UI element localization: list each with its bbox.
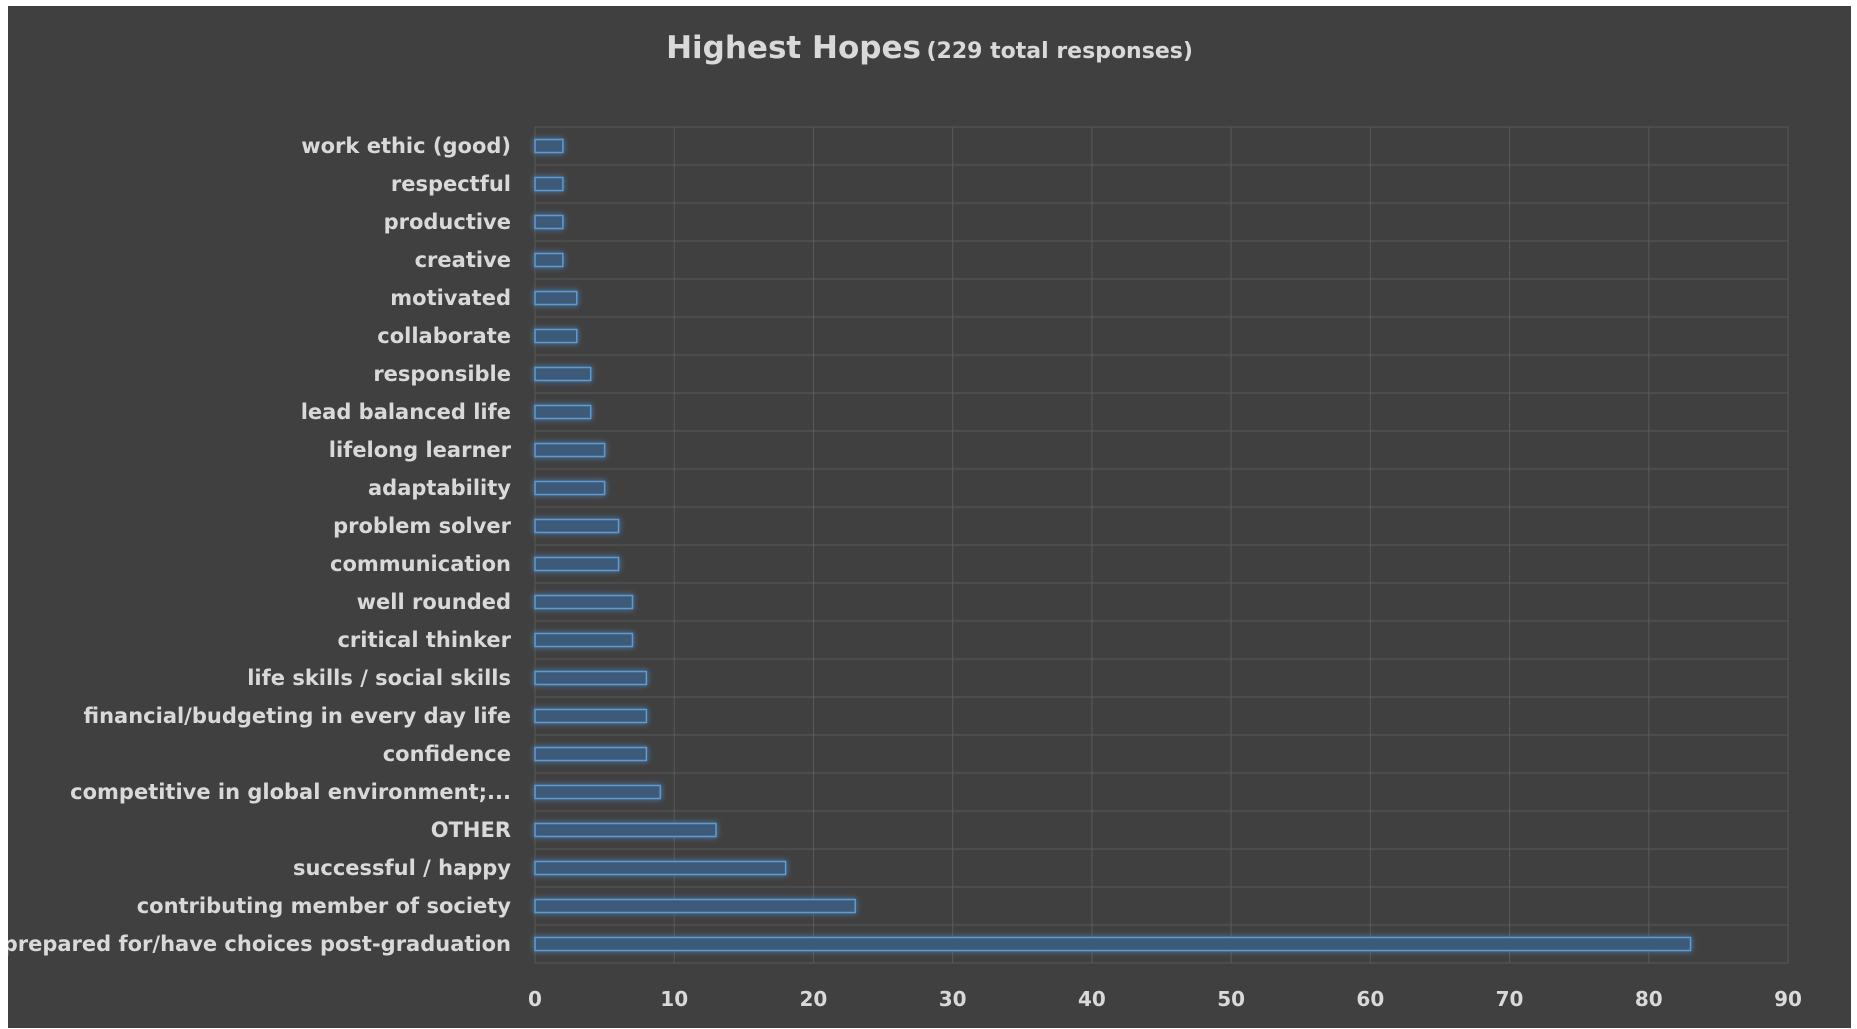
gridlines xyxy=(534,126,1789,964)
bar xyxy=(534,936,1692,952)
bar xyxy=(534,480,606,496)
category-label: communication xyxy=(330,552,511,576)
bar-chart-svg: work ethic (good) respectful productive cre… xyxy=(8,126,1802,1011)
x-tick-label: 70 xyxy=(1496,987,1524,1011)
bar xyxy=(534,556,620,572)
bar xyxy=(534,670,648,686)
bar xyxy=(534,898,856,914)
chart-title-main: Highest Hopes xyxy=(666,30,921,66)
bar xyxy=(534,328,578,344)
category-label: responsible xyxy=(373,362,511,386)
category-label: problem solver xyxy=(333,514,512,538)
bar xyxy=(534,214,564,230)
category-label: respectful xyxy=(391,172,511,196)
bar xyxy=(534,860,787,876)
chart-subtitle: (229 total responses) xyxy=(926,39,1193,64)
category-label: creative xyxy=(415,248,511,272)
bar xyxy=(534,290,578,306)
bar xyxy=(534,176,564,192)
category-label: collaborate xyxy=(377,324,511,348)
category-label: OTHER xyxy=(431,818,511,842)
category-label: critical thinker xyxy=(337,628,511,652)
category-label: lead balanced life xyxy=(301,400,511,424)
category-label: competitive in global environment;... xyxy=(70,780,511,804)
category-label: lifelong learner xyxy=(329,438,512,462)
bar xyxy=(534,252,564,268)
bar xyxy=(534,784,662,800)
x-tick-label: 80 xyxy=(1635,987,1663,1011)
x-tick-label: 20 xyxy=(800,987,828,1011)
category-label: motivated xyxy=(390,286,511,310)
bar xyxy=(534,594,634,610)
bar xyxy=(534,366,592,382)
x-tick-label: 40 xyxy=(1078,987,1106,1011)
bars xyxy=(534,138,1692,952)
x-tick-label: 50 xyxy=(1217,987,1245,1011)
category-label: prepared for/have choices post-graduatio… xyxy=(8,932,511,956)
category-labels: work ethic (good) respectful productive cre… xyxy=(8,134,512,956)
category-label: contributing member of society xyxy=(137,894,512,918)
bar xyxy=(534,822,717,838)
bar xyxy=(534,442,606,458)
category-label: adaptability xyxy=(368,476,511,500)
bar xyxy=(534,404,592,420)
category-label: well rounded xyxy=(357,590,511,614)
category-label: financial/budgeting in every day life xyxy=(84,704,511,728)
category-label: confidence xyxy=(383,742,511,766)
x-tick-label: 90 xyxy=(1774,987,1802,1011)
x-tick-label: 60 xyxy=(1356,987,1384,1011)
category-label: life skills / social skills xyxy=(247,666,511,690)
category-label: productive xyxy=(384,210,511,234)
chart-title: Highest Hopes (229 total responses) xyxy=(8,30,1851,66)
x-tick-label: 30 xyxy=(939,987,967,1011)
bar xyxy=(534,632,634,648)
x-tick-label: 0 xyxy=(528,987,542,1011)
x-tick-label: 10 xyxy=(660,987,688,1011)
bar xyxy=(534,138,564,154)
category-label: successful / happy xyxy=(293,856,511,880)
bar xyxy=(534,518,620,534)
chart-area: Highest Hopes (229 total responses) work… xyxy=(8,6,1851,1028)
x-axis-tick-labels: 0 10 20 30 40 50 60 70 80 90 xyxy=(528,987,1802,1011)
category-label: work ethic (good) xyxy=(301,134,511,158)
bar xyxy=(534,708,648,724)
bar xyxy=(534,746,648,762)
